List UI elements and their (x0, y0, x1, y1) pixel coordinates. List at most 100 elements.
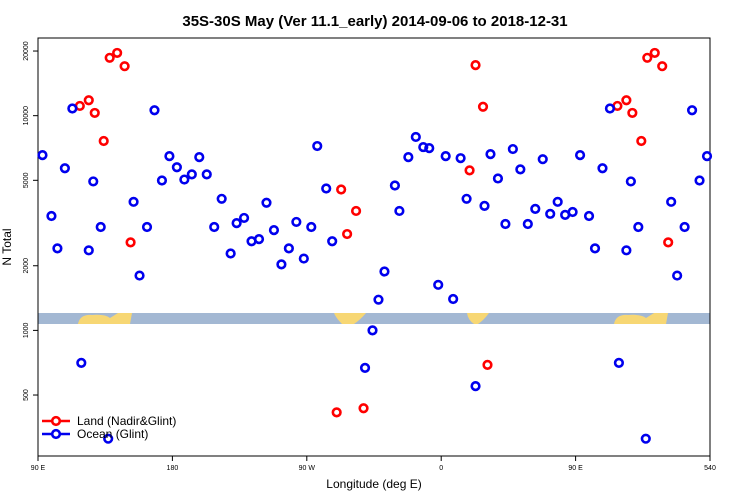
chart-title: 35S-30S May (Ver 11.1_early) 2014-09-06 … (182, 13, 567, 30)
point (67, 103, 78, 114)
x-tick-label: 90 W (299, 465, 316, 472)
x-tick-label: 90 E (568, 465, 583, 472)
y-tick-label: 1000 (23, 322, 30, 338)
y-tick-label: 500 (23, 389, 30, 401)
land-patch (467, 313, 489, 324)
point (507, 143, 518, 155)
point (89, 107, 100, 119)
point (482, 359, 493, 370)
x-tick-label: 0 (439, 465, 443, 472)
point (128, 196, 139, 207)
plot-frame (37, 37, 711, 457)
point (261, 197, 272, 208)
point (119, 61, 130, 72)
point (403, 152, 414, 163)
series (74, 47, 674, 418)
point (134, 270, 145, 281)
point (694, 175, 705, 186)
point (358, 403, 369, 414)
land-patch (614, 313, 668, 324)
point (209, 221, 220, 233)
point (268, 225, 280, 236)
x-tick-label: 540 (704, 465, 716, 472)
point (455, 153, 466, 164)
point (649, 47, 660, 59)
point (186, 169, 197, 180)
ocean-strip (38, 313, 710, 324)
point (283, 243, 294, 254)
point (98, 135, 109, 147)
point (515, 164, 526, 175)
point (567, 206, 578, 218)
point (477, 101, 489, 112)
point (440, 151, 451, 162)
point (633, 221, 644, 233)
point (83, 95, 94, 106)
point (500, 218, 511, 230)
point (141, 221, 153, 233)
point (410, 131, 421, 143)
point (470, 59, 481, 71)
point (125, 237, 136, 248)
y-tick-label: 20000 (23, 41, 30, 61)
point (448, 293, 459, 305)
y-tick-label: 5000 (23, 172, 30, 188)
point (470, 381, 481, 392)
point (225, 248, 236, 259)
point (238, 212, 250, 224)
point (666, 196, 677, 207)
point (327, 236, 338, 247)
point (621, 95, 632, 106)
point (663, 237, 674, 248)
point (642, 52, 653, 63)
point (312, 140, 323, 152)
point (306, 221, 317, 233)
legend-marker (50, 415, 62, 427)
point (104, 52, 115, 63)
point (552, 196, 563, 207)
point (194, 152, 205, 163)
point (640, 433, 651, 444)
point (464, 165, 475, 176)
land-patch (78, 313, 132, 324)
point (359, 362, 371, 373)
point (321, 183, 332, 194)
point (701, 151, 713, 162)
point (52, 243, 63, 254)
point (379, 266, 390, 277)
y-tick-label: 10000 (23, 106, 30, 126)
legend-label: Ocean (Glint) (77, 427, 148, 441)
x-axis-label: Longitude (deg E) (326, 477, 421, 491)
series (37, 103, 713, 444)
point (492, 173, 504, 184)
point (461, 193, 472, 204)
land-patch (334, 313, 366, 324)
point (201, 169, 212, 180)
point (574, 150, 586, 161)
x-tick-label: 180 (167, 465, 179, 472)
point (433, 279, 444, 290)
point (589, 243, 601, 254)
map-strip (38, 313, 710, 324)
point (613, 357, 625, 368)
point (112, 47, 123, 59)
point (291, 216, 302, 228)
point (253, 234, 265, 245)
point (373, 294, 384, 305)
point (479, 200, 490, 211)
point (522, 218, 533, 230)
y-tick-label: 2000 (23, 258, 30, 274)
point (37, 150, 48, 161)
point (686, 105, 698, 116)
point (336, 184, 347, 195)
point (636, 135, 647, 147)
point (59, 163, 70, 174)
point (424, 143, 435, 154)
point (276, 259, 287, 270)
point (149, 105, 160, 116)
point (88, 176, 99, 187)
point (621, 245, 632, 256)
point (103, 433, 114, 444)
point (604, 103, 616, 114)
